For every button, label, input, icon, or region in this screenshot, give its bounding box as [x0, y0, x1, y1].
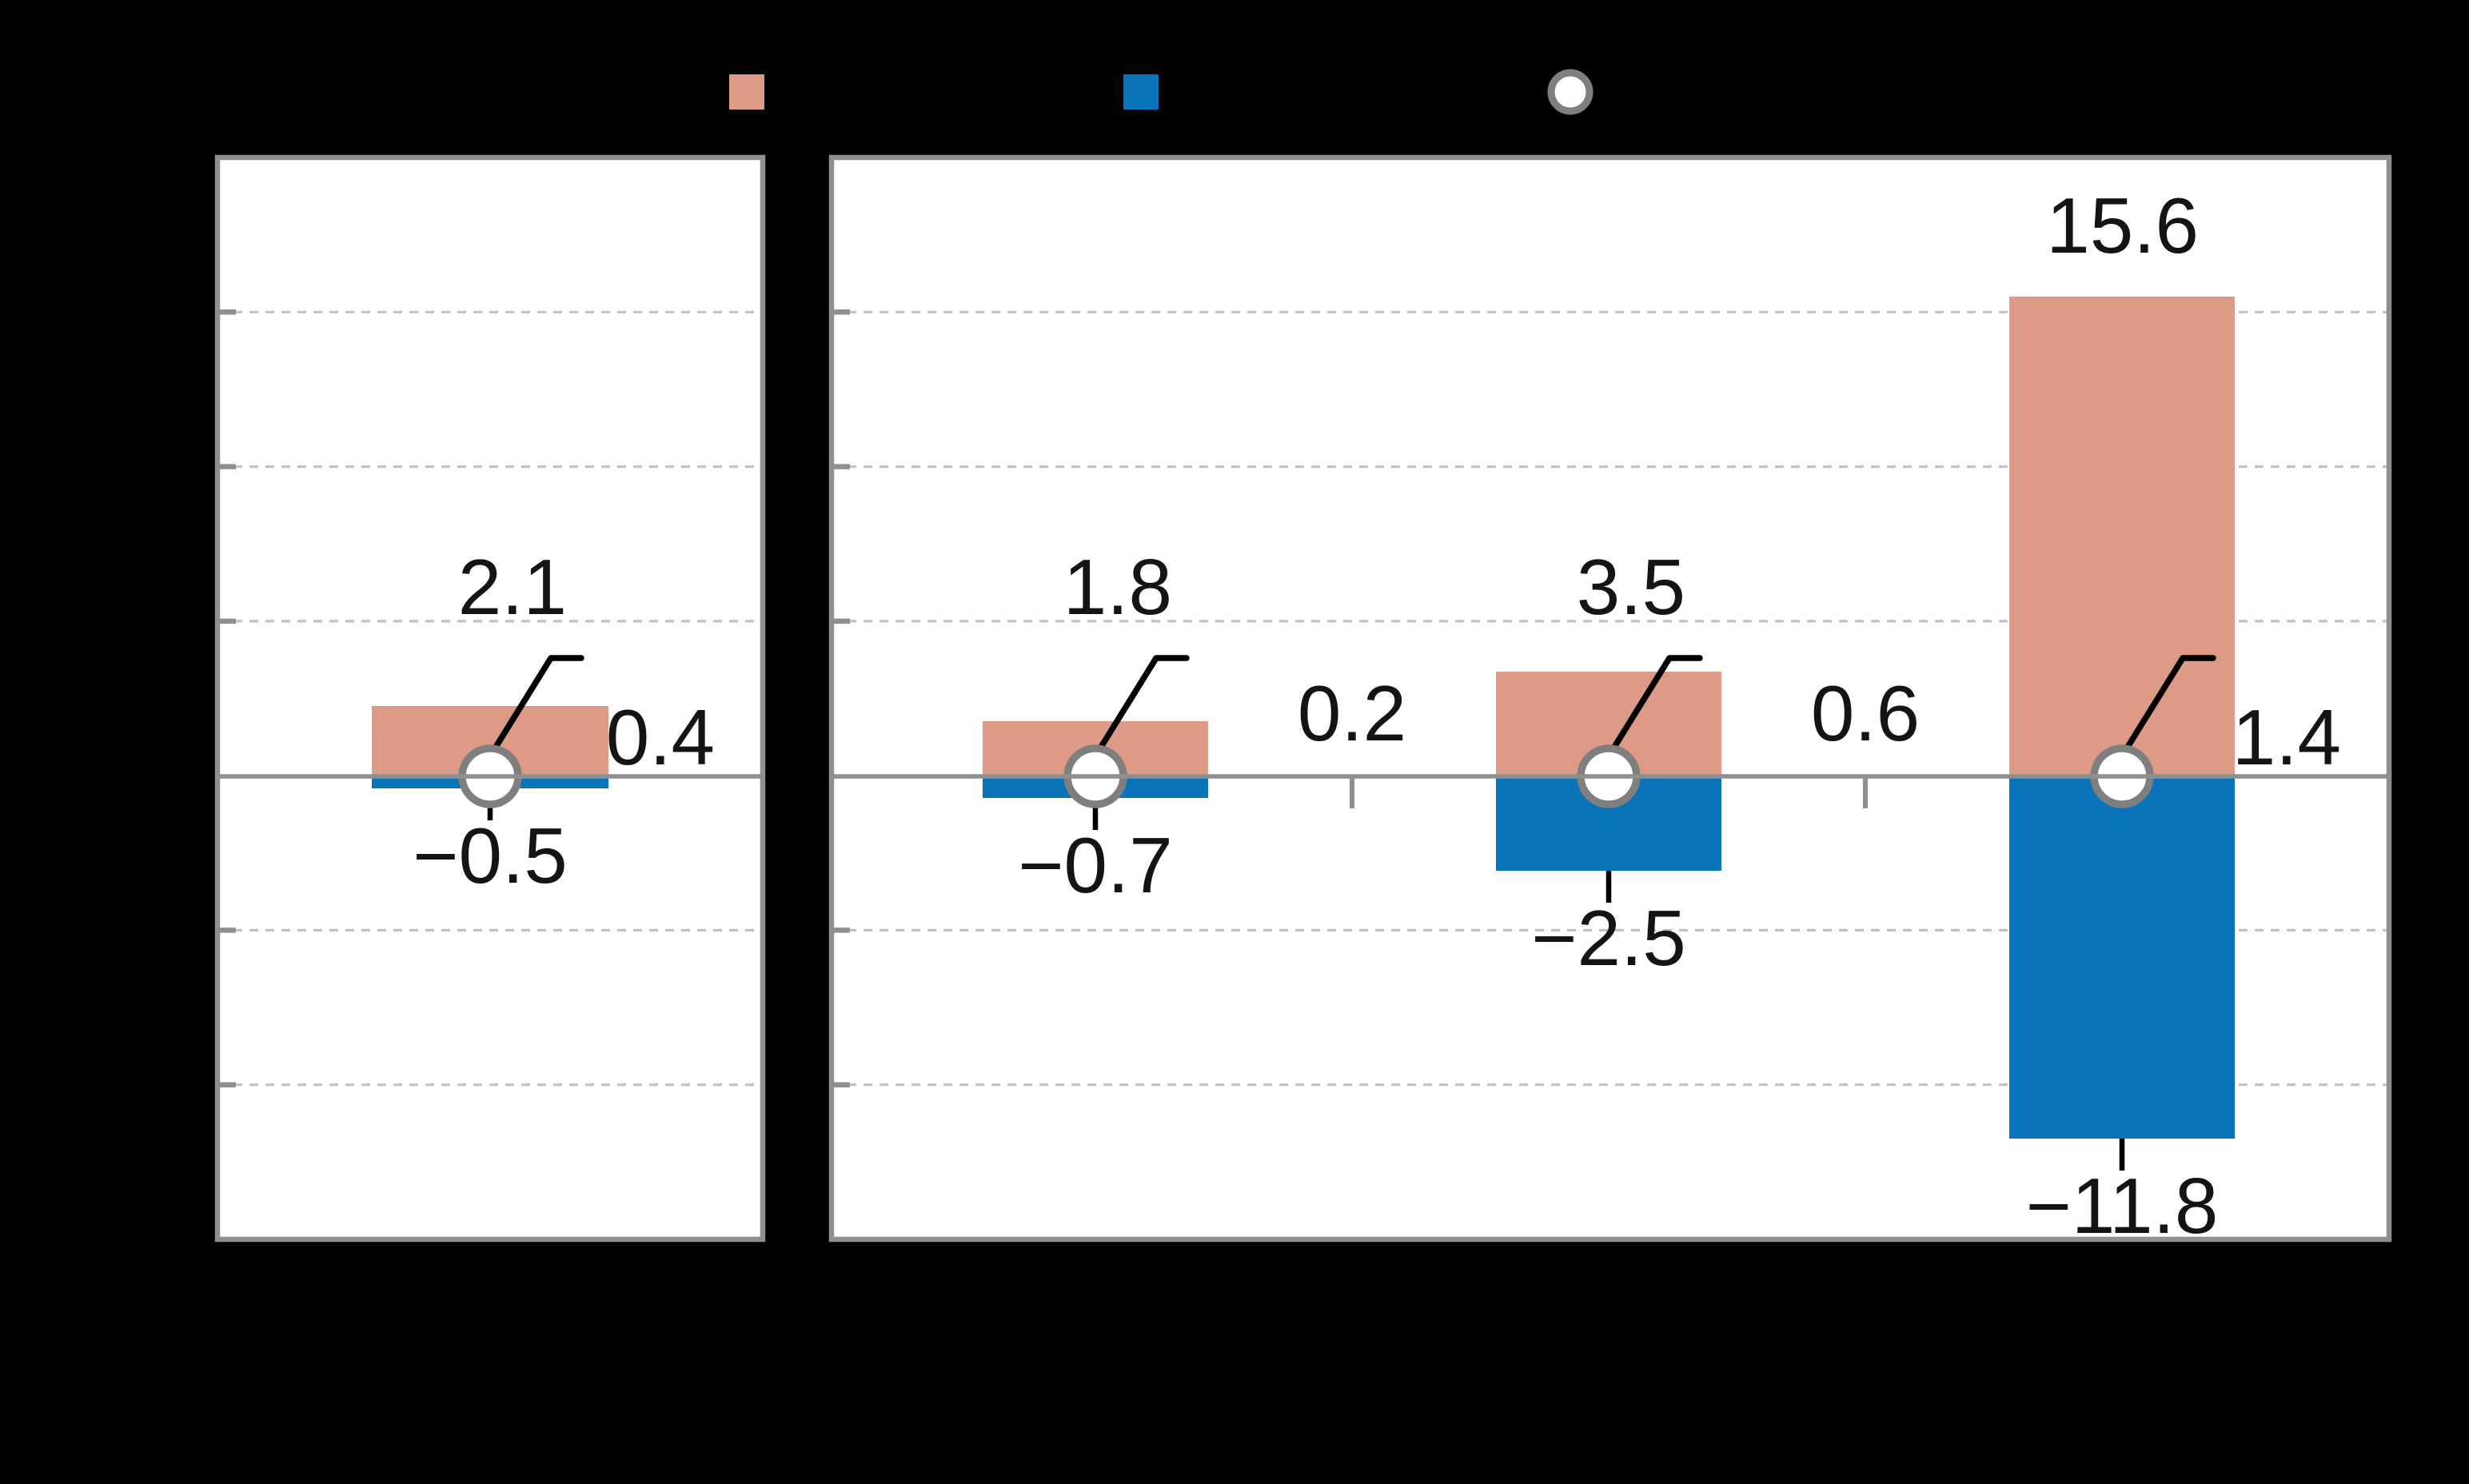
svg-text:0.6: 0.6 — [1811, 669, 1920, 757]
svg-text:0.4: 0.4 — [606, 693, 715, 781]
svg-text:−0.7: −0.7 — [1018, 821, 1172, 909]
svg-text:1.8: 1.8 — [1063, 543, 1172, 631]
svg-text:3.5: 3.5 — [1577, 543, 1685, 631]
svg-text:−11.8: −11.8 — [2026, 1162, 2219, 1250]
svg-text:−0.5: −0.5 — [413, 812, 567, 900]
svg-text:−2.5: −2.5 — [1531, 894, 1685, 982]
svg-text:2.1: 2.1 — [458, 543, 567, 631]
svg-text:15.6: 15.6 — [2046, 182, 2199, 269]
svg-text:0.2: 0.2 — [1298, 669, 1406, 757]
svg-text:1.4: 1.4 — [2232, 693, 2341, 781]
